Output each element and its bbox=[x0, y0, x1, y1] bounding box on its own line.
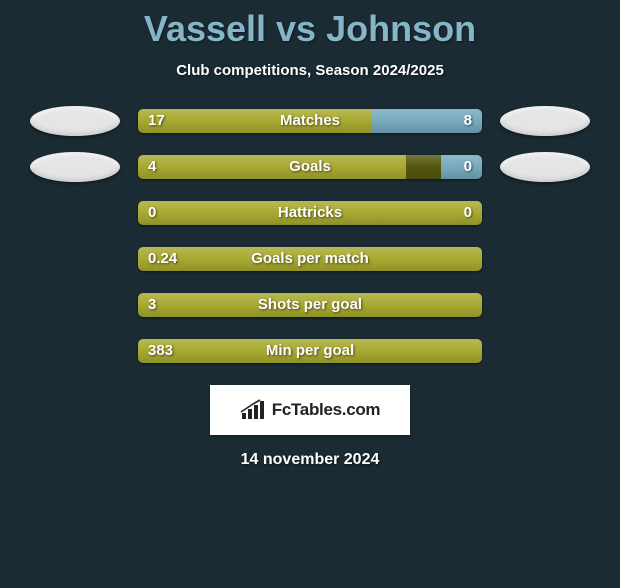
stat-value-left: 4 bbox=[148, 155, 156, 179]
stat-value-right: 0 bbox=[464, 201, 472, 225]
stat-bar: 4 Goals 0 bbox=[138, 155, 482, 179]
stat-value-right: 8 bbox=[464, 109, 472, 133]
footer-date: 14 november 2024 bbox=[0, 451, 620, 469]
player-bubble-right bbox=[500, 106, 590, 136]
stat-bar: 17 Matches 8 bbox=[138, 109, 482, 133]
comparison-chart: 17 Matches 8 4 Goals 0 0 Hattricks 0 0.24 Goals pe… bbox=[0, 109, 620, 363]
stat-value-left: 0 bbox=[148, 201, 156, 225]
stat-bar: 0 Hattricks 0 bbox=[138, 201, 482, 225]
player-bubble-left bbox=[30, 152, 120, 182]
stat-row: 17 Matches 8 bbox=[0, 109, 620, 133]
brand-logo: FcTables.com bbox=[210, 385, 410, 435]
brand-text: FcTables.com bbox=[272, 400, 381, 420]
stat-value-left: 0.24 bbox=[148, 247, 177, 271]
stat-value-left: 383 bbox=[148, 339, 173, 363]
stat-label: Matches bbox=[280, 109, 340, 133]
stat-label: Goals bbox=[289, 155, 331, 179]
chart-icon bbox=[240, 399, 266, 421]
stat-row: 3 Shots per goal bbox=[0, 293, 620, 317]
player-bubble-left bbox=[30, 106, 120, 136]
stat-value-left: 17 bbox=[148, 109, 165, 133]
stat-value-left: 3 bbox=[148, 293, 156, 317]
stat-bar: 3 Shots per goal bbox=[138, 293, 482, 317]
stat-value-right: 0 bbox=[464, 155, 472, 179]
stat-label: Hattricks bbox=[278, 201, 342, 225]
page-title: Vassell vs Johnson bbox=[0, 8, 620, 50]
stat-bar: 383 Min per goal bbox=[138, 339, 482, 363]
stat-label: Shots per goal bbox=[258, 293, 362, 317]
stat-bar: 0.24 Goals per match bbox=[138, 247, 482, 271]
player-bubble-right bbox=[500, 152, 590, 182]
stat-row: 383 Min per goal bbox=[0, 339, 620, 363]
stat-label: Goals per match bbox=[251, 247, 369, 271]
subtitle: Club competitions, Season 2024/2025 bbox=[0, 62, 620, 79]
stat-row: 0.24 Goals per match bbox=[0, 247, 620, 271]
stat-label: Min per goal bbox=[266, 339, 354, 363]
stat-row: 4 Goals 0 bbox=[0, 155, 620, 179]
stat-row: 0 Hattricks 0 bbox=[0, 201, 620, 225]
